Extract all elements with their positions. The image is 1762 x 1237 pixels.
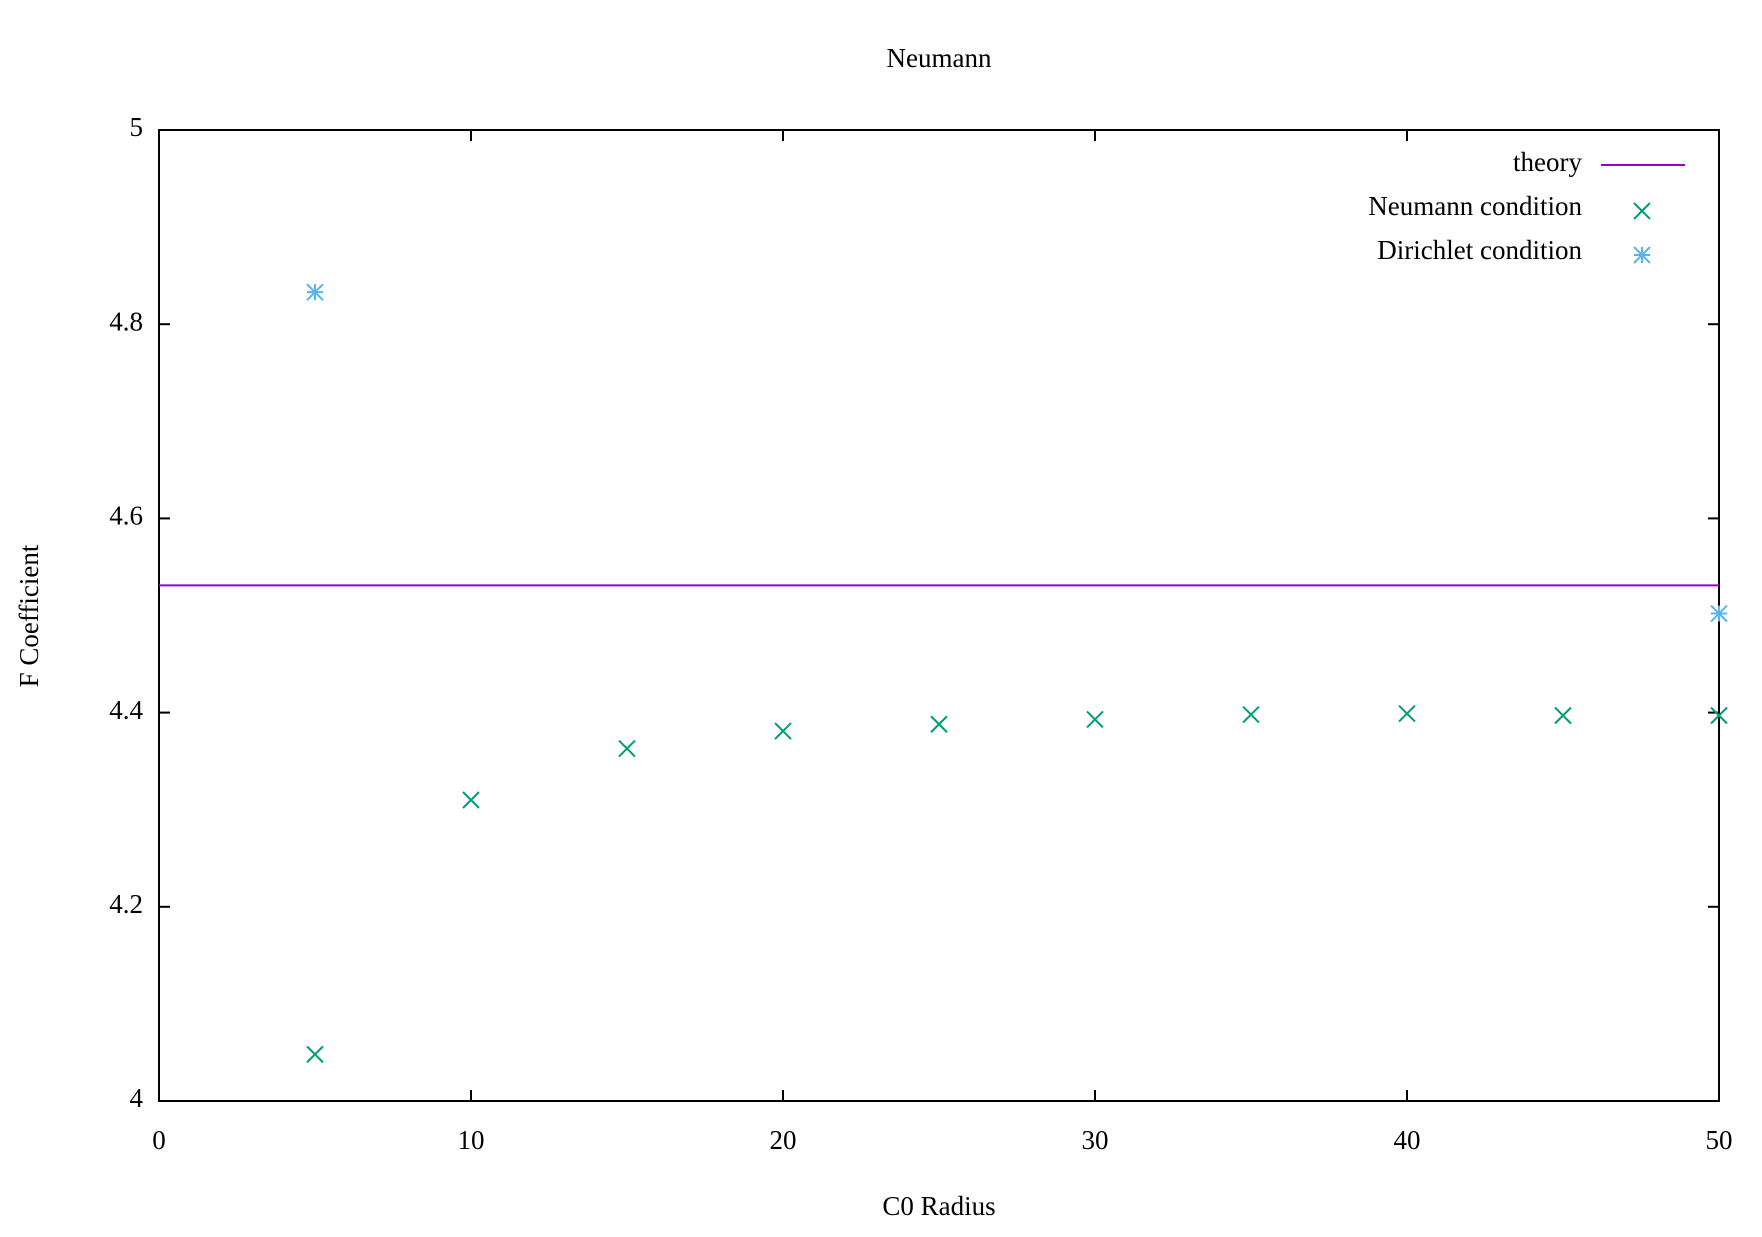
legend-swatch (1633, 246, 1651, 264)
y-tick-label: 4 (130, 1083, 144, 1113)
y-tick-label: 5 (130, 112, 144, 142)
y-tick-label: 4.6 (109, 501, 143, 531)
point (618, 739, 636, 758)
x-axis-label: C0 Radius (882, 1191, 995, 1221)
x-tick-label: 50 (1706, 1125, 1733, 1155)
point (306, 1045, 324, 1064)
chart-title: Neumann (887, 43, 992, 73)
y-tick-label: 4.2 (109, 889, 143, 919)
point (1086, 710, 1104, 729)
x-tick-label: 10 (458, 1125, 485, 1155)
point (306, 283, 324, 301)
legend-swatch (1633, 202, 1651, 220)
legend-label: Neumann condition (1368, 191, 1582, 221)
y-tick-label: 4.8 (109, 306, 143, 336)
point (1710, 604, 1728, 623)
x-tick-label: 0 (152, 1125, 166, 1155)
x-tick-label: 20 (770, 1125, 797, 1155)
y-axis-label: F Coefficient (14, 544, 44, 687)
point (1554, 706, 1572, 725)
plot-frame (158, 129, 1720, 1102)
x-tick-label: 40 (1394, 1125, 1421, 1155)
legend-label: Dirichlet condition (1377, 235, 1582, 265)
x-tick-label: 30 (1082, 1125, 1109, 1155)
legend-label: theory (1513, 147, 1582, 177)
point (1242, 705, 1260, 724)
point (930, 715, 948, 733)
point (462, 791, 480, 809)
y-tick-label: 4.4 (109, 695, 143, 725)
point (1398, 704, 1416, 723)
point (774, 722, 792, 740)
point (1710, 706, 1728, 725)
